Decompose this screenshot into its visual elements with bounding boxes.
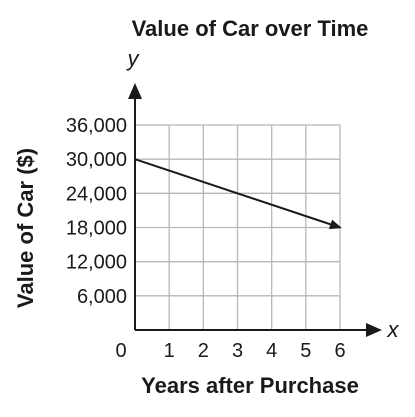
y-tick-label: 12,000 <box>66 252 127 274</box>
y-tick-label: 30,000 <box>66 149 127 171</box>
x-axis-variable: x <box>387 317 400 342</box>
y-tick-label: 18,000 <box>66 218 127 240</box>
y-tick-label: 36,000 <box>66 115 127 137</box>
tick-labels: 6,000 12,000 18,000 24,000 30,000 36,000 1 2 3 4 5… <box>66 115 346 362</box>
y-tick-label: 24,000 <box>66 183 127 205</box>
y-axis-variable: y <box>126 46 141 71</box>
chart-title: Value of Car over Time <box>132 16 369 41</box>
y-tick-label: 6,000 <box>77 286 127 308</box>
x-axis-label: Years after Purchase <box>141 373 359 398</box>
y-axis-arrowhead <box>128 83 142 99</box>
x-tick-label: 6 <box>334 340 345 362</box>
x-tick-label: 5 <box>300 340 311 362</box>
x-axis-arrowhead <box>366 323 382 337</box>
axes <box>128 83 382 337</box>
x-tick-label: 3 <box>232 340 243 362</box>
x-tick-label: 1 <box>164 340 175 362</box>
series <box>134 158 342 230</box>
origin-label: 0 <box>115 340 126 362</box>
x-tick-label: 2 <box>198 340 209 362</box>
series-line <box>134 158 342 230</box>
y-axis-label: Value of Car ($) <box>13 148 38 308</box>
grid <box>135 124 341 330</box>
x-tick-label: 4 <box>266 340 277 362</box>
